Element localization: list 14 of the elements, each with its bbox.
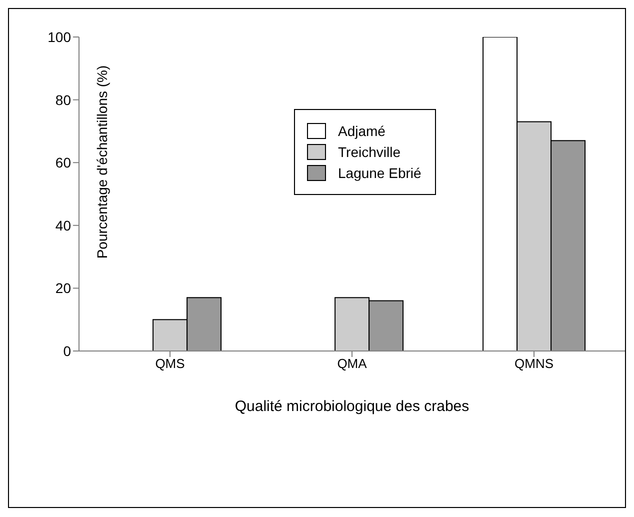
legend-label: Lagune Ebrié: [338, 165, 422, 181]
y-tick-label: 60: [55, 154, 72, 171]
x-tick-label: QMS: [155, 356, 186, 372]
x-axis-title: Qualité microbiologique des crabes: [234, 398, 470, 415]
x-tick-label: QMA: [337, 356, 368, 372]
y-axis-title: Pourcentage d'échantillons (%): [94, 65, 110, 259]
legend-label: Treichville: [338, 144, 400, 160]
y-tick-label: 100: [48, 28, 72, 45]
y-tick-label: 20: [55, 280, 72, 296]
legend-label: Adjamé: [338, 123, 386, 139]
y-tick-label: 80: [55, 92, 72, 108]
y-tick-label: 0: [63, 342, 72, 359]
y-tick-label: 40: [55, 217, 72, 234]
x-tick-label: QMNS: [514, 356, 554, 372]
